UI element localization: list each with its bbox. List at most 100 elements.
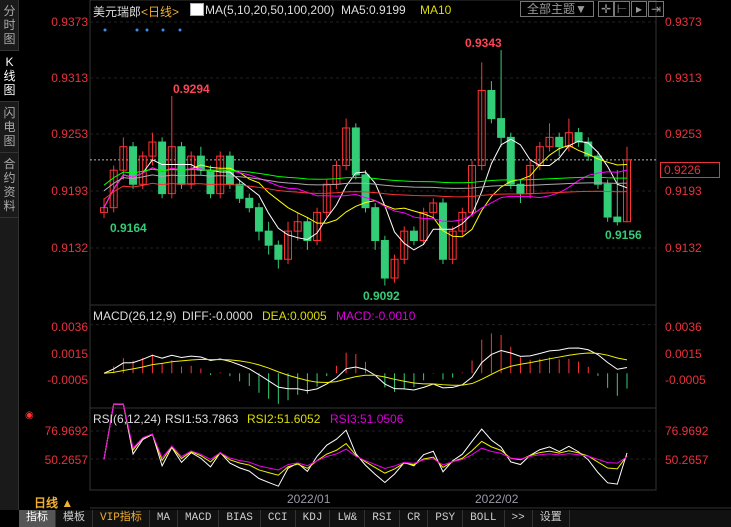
macd-tick: 0.0036 — [665, 320, 702, 334]
candle — [129, 146, 138, 185]
high-annotation: 0.9343 — [465, 36, 502, 50]
tab-cr[interactable]: CR — [400, 510, 429, 527]
macd-dea: DEA:0.0005 — [262, 309, 327, 323]
candle — [506, 136, 515, 185]
candle — [351, 127, 360, 176]
candle — [603, 183, 612, 218]
macd-diff: DIFF:-0.0000 — [182, 309, 253, 323]
tab-indicators[interactable]: 指标 — [19, 510, 56, 527]
candle — [574, 132, 583, 143]
candle — [623, 159, 631, 223]
candle — [206, 169, 215, 195]
macd-value: MACD:-0.0010 — [336, 309, 416, 323]
rsi-tick: 50.2657 — [44, 453, 88, 467]
price-tick: 0.9373 — [665, 15, 702, 29]
event-dot — [145, 28, 149, 32]
rsi-label: RSI(6,12,24) — [93, 412, 162, 426]
price-tick: 0.9253 — [51, 127, 88, 141]
event-dot — [135, 28, 139, 32]
candle — [216, 155, 225, 195]
macd-tick: -0.0005 — [47, 373, 88, 387]
play-icon[interactable]: ▸ — [631, 1, 647, 17]
price-tick: 0.9132 — [51, 241, 88, 255]
tab-timeshare[interactable]: 分时图 — [0, 0, 19, 51]
candle — [468, 164, 477, 213]
rsi-tick: 76.9692 — [44, 424, 88, 438]
ma-label: MA(5,10,20,50,100,200) — [205, 3, 335, 17]
price-tick: 0.9313 — [51, 71, 88, 85]
low3-annotation: 0.9156 — [605, 228, 642, 242]
rsi3-value: RSI3:51.0506 — [330, 412, 404, 426]
event-dot — [178, 28, 182, 32]
tab-bias[interactable]: BIAS — [219, 510, 261, 527]
tab-kline[interactable]: K线图 — [0, 51, 19, 102]
tab-kdj[interactable]: KDJ — [296, 510, 331, 527]
tab-vip-indicators[interactable]: VIP指标 — [93, 510, 150, 527]
symbol-name: 美元瑞郎 — [93, 5, 142, 19]
candle — [593, 155, 602, 185]
candle — [274, 244, 283, 260]
crosshair-icon[interactable]: ✛ — [598, 1, 614, 17]
candle — [487, 89, 496, 120]
high2-annotation: 0.9294 — [173, 82, 210, 96]
tab-rsi[interactable]: RSI — [365, 510, 401, 527]
macd-label: MACD(26,12,9) — [93, 309, 177, 323]
ma100-line — [103, 174, 628, 192]
candle — [380, 240, 389, 279]
theme-dropdown[interactable]: 全部主题▼ — [520, 1, 594, 17]
candle — [148, 141, 157, 157]
settings-button[interactable]: 设置 — [533, 510, 570, 527]
candle — [254, 207, 263, 232]
ma5-value: MA5:0.9199 — [341, 3, 406, 17]
price-tick: 0.9253 — [665, 127, 702, 141]
tab-cci[interactable]: CCI — [261, 510, 296, 527]
tab-contract-info[interactable]: 合约资料 — [0, 153, 19, 218]
candle — [245, 197, 254, 209]
more-button[interactable]: >> — [505, 510, 533, 527]
tab-templates[interactable]: 模板 — [56, 510, 93, 527]
candle — [477, 89, 486, 166]
candle — [322, 183, 331, 213]
candle — [158, 141, 167, 195]
candle — [458, 211, 467, 232]
candle — [584, 141, 593, 157]
tab-macd[interactable]: MACD — [178, 510, 220, 527]
tab-ma[interactable]: MA — [150, 510, 179, 527]
sidebar: 分时图 K线图 闪电图 合约资料 — [0, 0, 19, 510]
dea-line — [103, 352, 628, 386]
price-tick: 0.9193 — [665, 184, 702, 198]
tab-psy[interactable]: PSY — [428, 510, 464, 527]
rsi2-line — [103, 403, 628, 476]
macd-tick: 0.0015 — [51, 347, 88, 361]
candle — [119, 146, 128, 171]
tab-lw[interactable]: LW& — [330, 510, 366, 527]
candle — [313, 211, 322, 242]
rsi1-line — [103, 403, 628, 487]
candle — [264, 230, 273, 246]
ma200-line — [103, 182, 628, 200]
low2-annotation: 0.9164 — [110, 221, 147, 235]
indicator-settings-icon[interactable]: ◉ — [25, 410, 34, 421]
candle — [564, 132, 573, 148]
chart-type-icon[interactable] — [190, 3, 204, 16]
candle — [555, 136, 564, 148]
price-tick: 0.9132 — [665, 241, 702, 255]
candle — [293, 221, 302, 232]
rsi1-value: RSI1:53.7863 — [165, 412, 239, 426]
candle — [613, 216, 622, 223]
candle — [371, 207, 380, 242]
diff-line — [103, 347, 628, 392]
indicator-toolbar: 指标 模板 VIP指标 MA MACD BIAS CCI KDJ LW& RSI… — [19, 510, 731, 527]
date-label: 2022/02 — [475, 492, 519, 506]
candle — [419, 211, 428, 242]
candle — [235, 183, 244, 199]
price-tick: 0.9313 — [665, 71, 702, 85]
tab-boll[interactable]: BOLL — [463, 510, 505, 527]
rsi-tick: 76.9692 — [665, 424, 709, 438]
period-selector[interactable]: 日线 ▲ — [34, 496, 74, 510]
zoom-in-icon[interactable]: ⊢ — [614, 1, 630, 17]
move-right-icon[interactable]: ⇥ — [648, 1, 664, 17]
candle — [361, 174, 370, 209]
tab-flash[interactable]: 闪电图 — [0, 102, 19, 153]
